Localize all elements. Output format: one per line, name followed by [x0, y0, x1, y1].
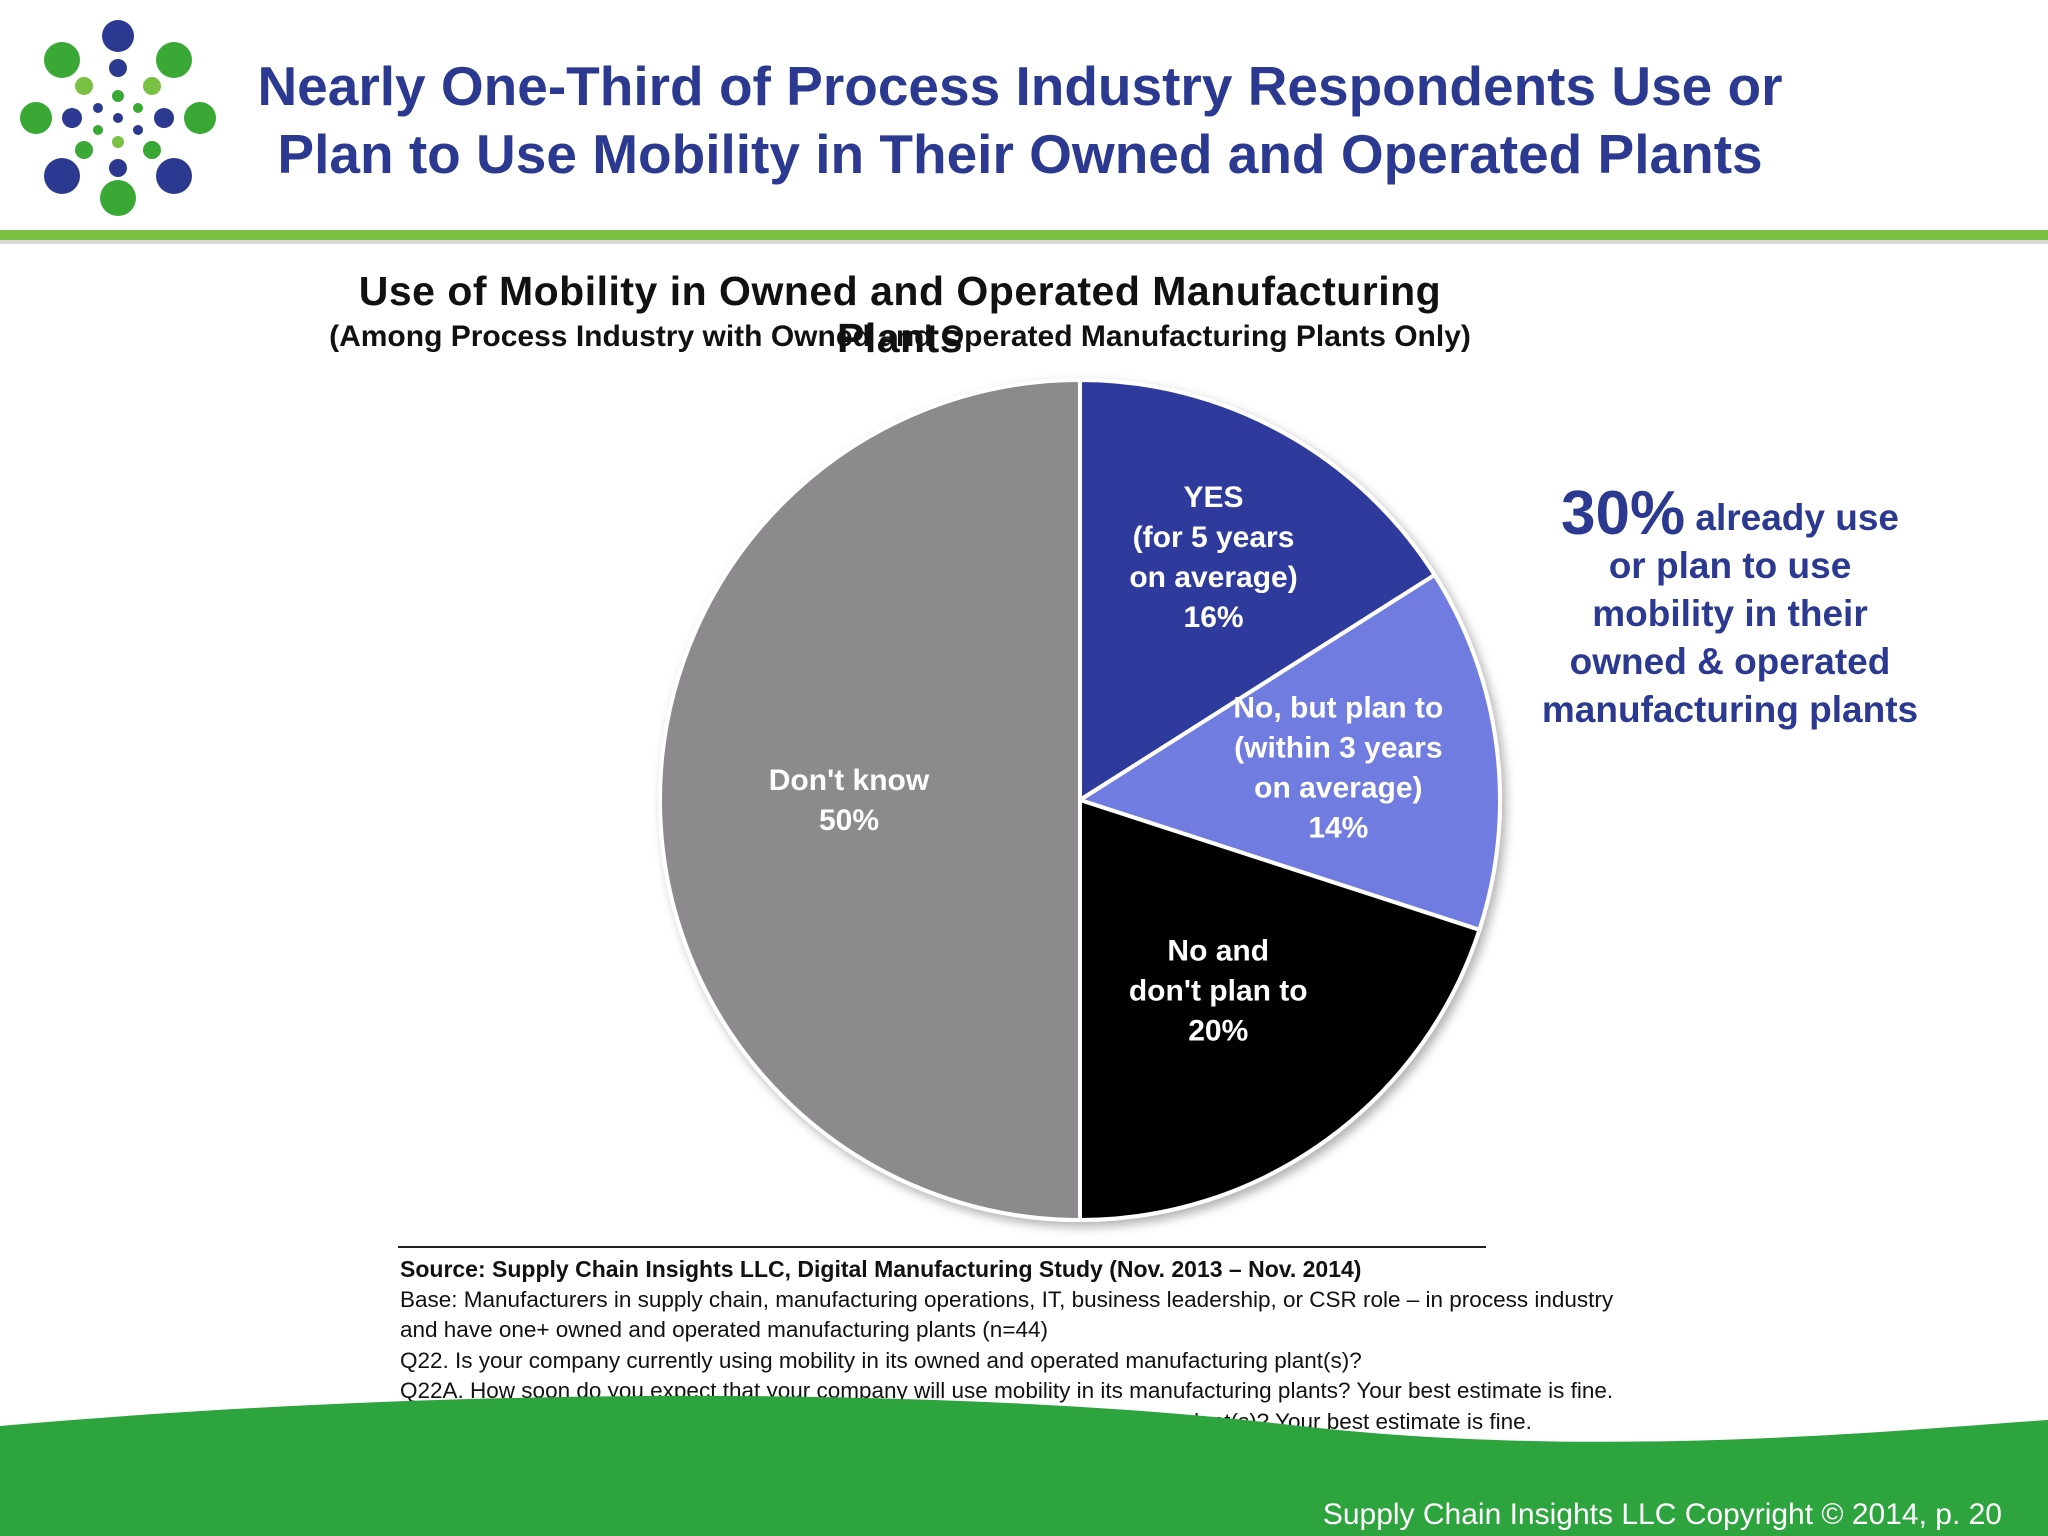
company-logo [20, 20, 216, 216]
pie-slices [658, 377, 1502, 1223]
header-rule [0, 230, 2048, 240]
callout-rest: or plan to use mobility in their owned &… [1541, 545, 1919, 730]
slice-yes-label: YES (for 5 years on average) 16% [1129, 481, 1297, 634]
slice-plan-label-line: on average) [1254, 771, 1422, 804]
pie-chart: YES (for 5 years on average) 16% No, but pla… [658, 377, 1502, 1223]
slice-dont-know-label: Don't know 50% [769, 764, 930, 837]
slice-yes-label-line: 16% [1184, 601, 1244, 634]
slice-dont-know [658, 377, 1082, 1223]
footer-band [0, 1395, 2048, 1536]
callout-first-line: already use [1685, 497, 1899, 538]
chart-title: Use of Mobility in Owned and Operated Ma… [358, 268, 1442, 361]
slice-yes-label-line: on average) [1129, 561, 1297, 594]
slide-title: Nearly One-Third of Process Industry Res… [230, 52, 1810, 188]
slice-no-label-line: don't plan to [1129, 974, 1308, 1007]
callout-percent: 30% [1561, 479, 1686, 548]
chart-subtitle: (Among Process Industry with Owned and O… [329, 320, 1471, 353]
footer-copyright: Supply Chain Insights LLC Copyright © 20… [1322, 1498, 2002, 1531]
base-line-2: and have one+ owned and operated manufac… [400, 1317, 1048, 1342]
slice-no-label: No and don't plan to 20% [1129, 934, 1308, 1047]
slice-yes-label-line: YES [1184, 481, 1244, 514]
pie-labels: YES (for 5 years on average) 16% No, but pla… [769, 481, 1444, 1047]
slice-dont-know-label-line: 50% [819, 804, 879, 837]
slice-plan-label-line: (within 3 years [1234, 731, 1442, 764]
callout-text: 30% already use or plan to use mobility … [1520, 483, 1940, 734]
slice-plan-label: No, but plan to (within 3 years on average… [1233, 691, 1443, 844]
slice-yes-label-line: (for 5 years [1133, 521, 1295, 554]
source-line: Source: Supply Chain Insights LLC, Digit… [400, 1256, 1362, 1282]
slice-yes [1078, 377, 1438, 804]
header-rule-shadow [0, 236, 2048, 244]
slice-dont-know-label-line: Don't know [769, 764, 930, 797]
slide-title-line-2: Plan to Use Mobility in Their Owned and … [277, 123, 1763, 185]
slice-plan-label-line: No, but plan to [1233, 691, 1443, 724]
slide-title-line-1: Nearly One-Third of Process Industry Res… [257, 55, 1783, 117]
slice-plan-label-line: 14% [1308, 811, 1368, 844]
slice-no-label-line: 20% [1188, 1014, 1248, 1047]
base-line-1: Base: Manufacturers in supply chain, man… [400, 1286, 1614, 1312]
source-rule [398, 1246, 1486, 1248]
question-q22: Q22. Is your company currently using mob… [400, 1347, 1362, 1373]
slice-plan [1075, 572, 1502, 933]
slice-no [1078, 797, 1482, 1223]
slice-no-label-line: No and [1167, 934, 1269, 967]
